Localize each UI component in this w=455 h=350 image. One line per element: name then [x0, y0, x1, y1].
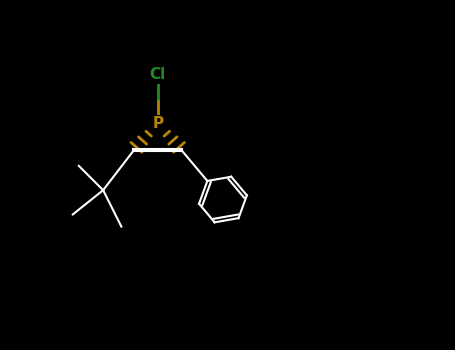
Text: Cl: Cl [150, 68, 166, 82]
Text: P: P [152, 116, 163, 131]
